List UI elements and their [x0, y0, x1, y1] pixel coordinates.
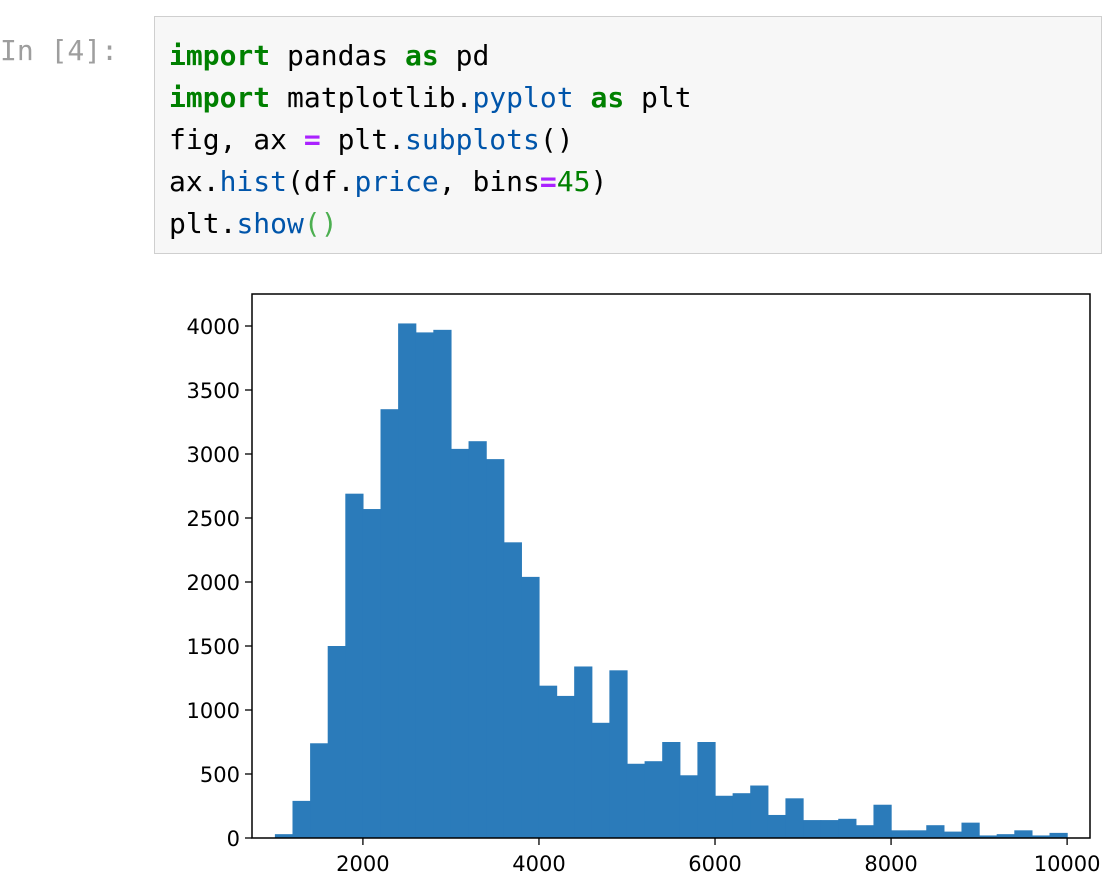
histogram-bar	[644, 761, 663, 838]
code-token: ax.	[169, 165, 220, 198]
x-tick-label: 6000	[688, 852, 741, 876]
code-token: matplotlib.	[270, 81, 473, 114]
code-token: =	[303, 123, 321, 156]
code-token: hist	[219, 165, 288, 198]
code-token: (df.	[287, 165, 355, 198]
histogram-bar	[715, 795, 734, 838]
histogram-bar	[327, 646, 346, 838]
histogram-bar	[750, 785, 769, 838]
code-token: pandas	[270, 39, 406, 72]
histogram-bar	[433, 329, 452, 838]
histogram-bar	[450, 448, 470, 838]
code-token	[574, 81, 591, 114]
histogram-bars	[274, 323, 1068, 838]
code-token: import	[169, 81, 271, 114]
code-token: fig, ax	[169, 123, 304, 156]
plot-frame	[251, 293, 1091, 839]
histogram-bar	[662, 742, 681, 838]
code-token: =	[539, 165, 557, 198]
code-token: subplots	[405, 123, 540, 156]
histogram-bar	[855, 825, 875, 838]
y-tick-label: 4000	[187, 315, 240, 339]
histogram-bar	[345, 493, 364, 838]
histogram-bar	[873, 804, 892, 838]
code-token: pd	[438, 39, 490, 72]
histogram-bar	[310, 743, 329, 838]
histogram-bar	[926, 825, 945, 838]
histogram-bar	[679, 775, 699, 838]
histogram-bar	[1031, 835, 1051, 838]
histogram-bar	[521, 576, 540, 838]
histogram-bar	[415, 332, 434, 838]
code-cell-input[interactable]: import pandas as pd import matplotlib.pyp…	[154, 16, 1102, 254]
code-token: import	[169, 39, 271, 72]
code-token: ()	[539, 123, 574, 156]
cell-prompt: In [4]:	[0, 34, 119, 67]
y-tick-label: 3000	[187, 443, 240, 467]
histogram-bar	[732, 793, 751, 838]
histogram-bar	[908, 830, 927, 838]
histogram-bar	[362, 509, 382, 838]
histogram-bar	[626, 763, 646, 838]
histogram-bar	[556, 695, 575, 838]
code-line: fig, ax = plt.subplots()	[169, 119, 692, 161]
histogram-bar	[380, 409, 399, 838]
histogram-bar	[979, 835, 998, 838]
histogram-chart: 0 500 1000 1500 2000 2500 3000 3500 4000 2000 400…	[187, 293, 1101, 876]
histogram-bar	[943, 831, 963, 838]
x-tick-label: 10000	[1034, 852, 1101, 876]
code-line: ax.hist(df.price, bins=45)	[169, 161, 692, 203]
code-token: ()	[303, 207, 338, 240]
histogram-bar	[996, 834, 1015, 838]
y-tick-label: 0	[227, 827, 240, 851]
code-token: as	[590, 81, 625, 114]
histogram-bar	[398, 323, 417, 838]
histogram-bar	[486, 459, 505, 838]
code-editor[interactable]: import pandas as pd import matplotlib.pyp…	[169, 35, 692, 245]
histogram-bar	[609, 670, 628, 838]
code-token: )	[590, 165, 608, 198]
histogram-bar	[767, 814, 787, 838]
code-token: plt	[624, 81, 692, 114]
code-token: plt.	[169, 207, 237, 240]
code-token: plt.	[320, 123, 406, 156]
y-axis: 0 500 1000 1500 2000 2500 3000 3500 4000	[187, 315, 252, 851]
code-token: as	[405, 39, 439, 72]
x-tick-label: 2000	[336, 852, 389, 876]
code-token: 45	[556, 165, 591, 198]
code-token: , bins	[438, 165, 540, 198]
x-tick-label: 4000	[512, 852, 565, 876]
y-tick-label: 2500	[187, 507, 240, 531]
y-tick-label: 1500	[187, 635, 240, 659]
histogram-bar	[574, 666, 593, 838]
code-line: import matplotlib.pyplot as plt	[169, 77, 692, 119]
code-line: import pandas as pd	[169, 35, 692, 77]
histogram-bar	[1014, 830, 1033, 838]
cell-output: 0 500 1000 1500 2000 2500 3000 3500 4000 2000 400…	[154, 270, 1102, 890]
y-tick-label: 1000	[187, 699, 240, 723]
histogram-bar	[697, 742, 716, 838]
y-tick-label: 3500	[187, 379, 240, 403]
histogram-bar	[838, 818, 857, 838]
y-tick-label: 2000	[187, 571, 240, 595]
histogram-bar	[274, 834, 294, 838]
histogram-bar	[961, 822, 980, 838]
histogram-bar	[820, 820, 839, 838]
histogram-bar	[468, 441, 487, 838]
code-line: plt.show()	[169, 203, 692, 245]
histogram-bar	[1049, 832, 1068, 838]
histogram-bar	[891, 830, 910, 838]
histogram-bar	[591, 722, 610, 838]
histogram-bar	[538, 685, 558, 838]
x-tick-label: 8000	[864, 852, 917, 876]
code-token: pyplot	[472, 81, 574, 114]
histogram-bar	[785, 798, 804, 838]
code-token: price	[354, 165, 439, 198]
histogram-bar	[503, 542, 522, 838]
y-tick-label: 500	[200, 763, 240, 787]
code-token: show	[236, 207, 304, 240]
histogram-bar	[803, 820, 822, 838]
x-axis: 2000 4000 6000 8000 10000	[336, 838, 1101, 876]
histogram-bar	[292, 800, 311, 838]
